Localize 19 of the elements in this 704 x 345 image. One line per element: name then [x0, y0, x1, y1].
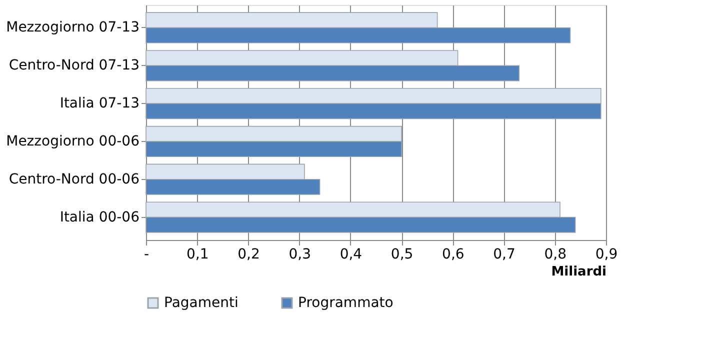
x-tick-label: 0,8	[544, 246, 567, 262]
y-tick-label: Centro-Nord 07-13	[8, 58, 140, 74]
y-tick-label: Mezzogiorno 00-06	[6, 133, 140, 150]
legend-label: Pagamenti	[164, 295, 238, 311]
x-tick-label: 0,5	[390, 246, 414, 262]
x-tick-label: -	[144, 246, 150, 262]
y-tick-label: Centro-Nord 00-06	[8, 171, 140, 188]
y-tick-label: Italia 00-06	[60, 209, 140, 226]
x-tick-label: 0,7	[493, 246, 516, 262]
x-tick-label: 0,2	[238, 246, 260, 262]
y-tick-label: Mezzogiorno 07-13	[6, 20, 140, 36]
y-tick-label: Italia 07-13	[60, 96, 140, 112]
x-tick-label: 0,3	[288, 246, 311, 262]
x-tick-label: 0,4	[340, 246, 362, 262]
x-tick-label: 0,1	[186, 246, 209, 262]
legend-label: Programmato	[298, 295, 394, 311]
x-tick-label: 0,6	[442, 246, 464, 262]
x-tick-label: 0,9	[595, 246, 618, 262]
x-axis-title: Miliardi	[551, 264, 606, 280]
